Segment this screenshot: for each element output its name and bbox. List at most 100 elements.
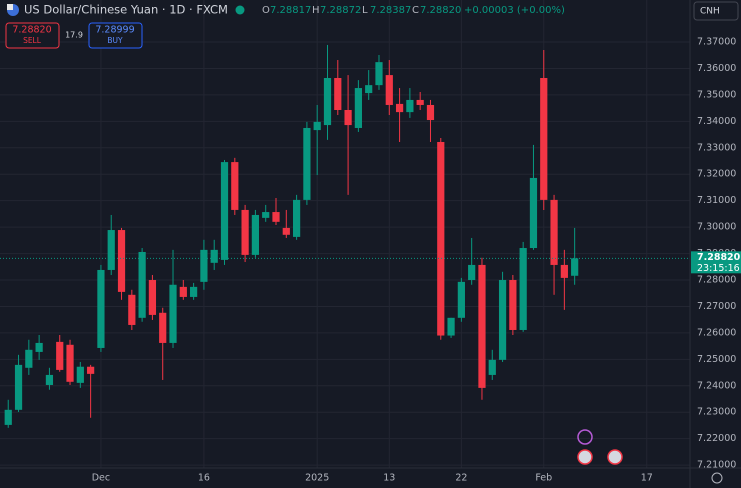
candle-body (117, 230, 126, 292)
candle-body (210, 249, 218, 263)
candle-body (97, 269, 105, 348)
sell-label: SELL (23, 36, 42, 45)
y-tick-label: 7.31000 (697, 195, 736, 206)
countdown: 23:15:16 (697, 263, 740, 274)
candle-body (313, 121, 321, 131)
y-tick-label: 7.23000 (697, 407, 736, 418)
y-tick-label: 7.33000 (697, 142, 736, 153)
candle-body (560, 264, 568, 278)
last-price: 7.28820 (697, 252, 741, 263)
candle-body (56, 341, 64, 370)
sell-button[interactable] (5, 22, 60, 49)
x-tick-label: 2025 (305, 473, 329, 484)
candle-body (385, 75, 393, 105)
candle-body (241, 209, 249, 255)
candle-body (344, 109, 352, 126)
candle-body (488, 359, 496, 375)
buy-button[interactable] (88, 22, 143, 49)
x-tick-label: 17 (641, 473, 653, 484)
buy-price: 7.28999 (95, 25, 134, 36)
candle-body (14, 364, 23, 410)
candle-body (354, 88, 362, 128)
candle-body (128, 294, 136, 325)
ohlc-key: C (412, 5, 419, 16)
candle-body (87, 366, 95, 374)
change: +0.00003 (+0.00%) (464, 5, 565, 16)
candle-body (426, 104, 435, 121)
candle-body (35, 342, 43, 352)
ohlc-key: O (262, 5, 270, 16)
event-icon[interactable] (607, 449, 623, 465)
candle-body (498, 280, 507, 360)
candle-body (457, 281, 465, 318)
x-tick-label: 13 (383, 473, 395, 484)
currency-box[interactable] (693, 1, 739, 21)
candle-body (25, 349, 33, 368)
candle-body (190, 286, 198, 297)
candle-body (272, 212, 280, 222)
ohlc-value: 7.28820 (420, 5, 461, 16)
candle-body (365, 85, 373, 94)
price-label-box (691, 251, 741, 274)
candle-body (138, 251, 146, 318)
candle-body (375, 62, 383, 86)
ohlc-key: H (312, 5, 320, 16)
candle-body (519, 248, 527, 330)
y-tick-label: 7.34000 (697, 116, 736, 127)
y-tick-label: 7.24000 (697, 380, 736, 391)
candle-body (509, 280, 517, 330)
ohlc-value: 7.28387 (370, 5, 411, 16)
candle-body (550, 199, 558, 265)
spread: 17.9 (65, 31, 83, 40)
y-tick-label: 7.37000 (697, 37, 736, 48)
candle-body (107, 230, 115, 270)
candle-body (437, 141, 445, 336)
x-tick-label: 16 (198, 473, 210, 484)
candle-body (303, 127, 311, 200)
market-status (235, 5, 245, 15)
ohlc-key: L (362, 5, 368, 16)
candle-body (262, 212, 270, 218)
candle-body (148, 280, 157, 315)
candle-body (447, 317, 455, 336)
currency: CNH (700, 7, 720, 17)
candle-body (169, 284, 177, 343)
candle-body (45, 374, 54, 385)
settings-icon[interactable] (711, 472, 723, 484)
candle-body (416, 99, 424, 105)
symbol-title[interactable]: US Dollar/Chinese Yuan · 1D · FXCM (24, 3, 228, 17)
candle-body (220, 162, 229, 260)
candle-body (251, 214, 260, 255)
y-tick-label: 7.32000 (697, 169, 736, 180)
y-tick-label: 7.26000 (697, 327, 736, 338)
candle-body (323, 78, 332, 126)
x-tick-label: 22 (455, 473, 467, 484)
buy-label: BUY (107, 36, 123, 45)
candle-body (529, 177, 538, 249)
candle-body (159, 312, 167, 343)
candle-body (334, 78, 342, 110)
candle-body (179, 286, 187, 297)
ohlc-value: 7.28817 (270, 5, 311, 16)
candle-body (200, 249, 208, 282)
candle-body (231, 162, 239, 210)
candle-body (4, 409, 12, 425)
candle-body (395, 103, 404, 113)
event-icon[interactable] (577, 429, 593, 445)
y-tick-label: 7.25000 (697, 354, 736, 365)
y-tick-label: 7.28000 (697, 275, 736, 286)
y-tick-label: 7.30000 (697, 222, 736, 233)
candle-body (468, 264, 476, 281)
sell-price: 7.28820 (12, 25, 51, 36)
flag-icon (7, 4, 13, 10)
y-tick-label: 7.21000 (697, 460, 736, 471)
candle-body (571, 258, 579, 276)
event-icon[interactable] (577, 449, 593, 465)
y-tick-label: 7.27000 (697, 301, 736, 312)
candle-body (478, 264, 486, 388)
y-tick-label: 7.36000 (697, 63, 736, 74)
x-tick-label: Feb (535, 473, 552, 484)
candle-body (66, 344, 74, 382)
ohlc-value: 7.28872 (320, 5, 361, 16)
